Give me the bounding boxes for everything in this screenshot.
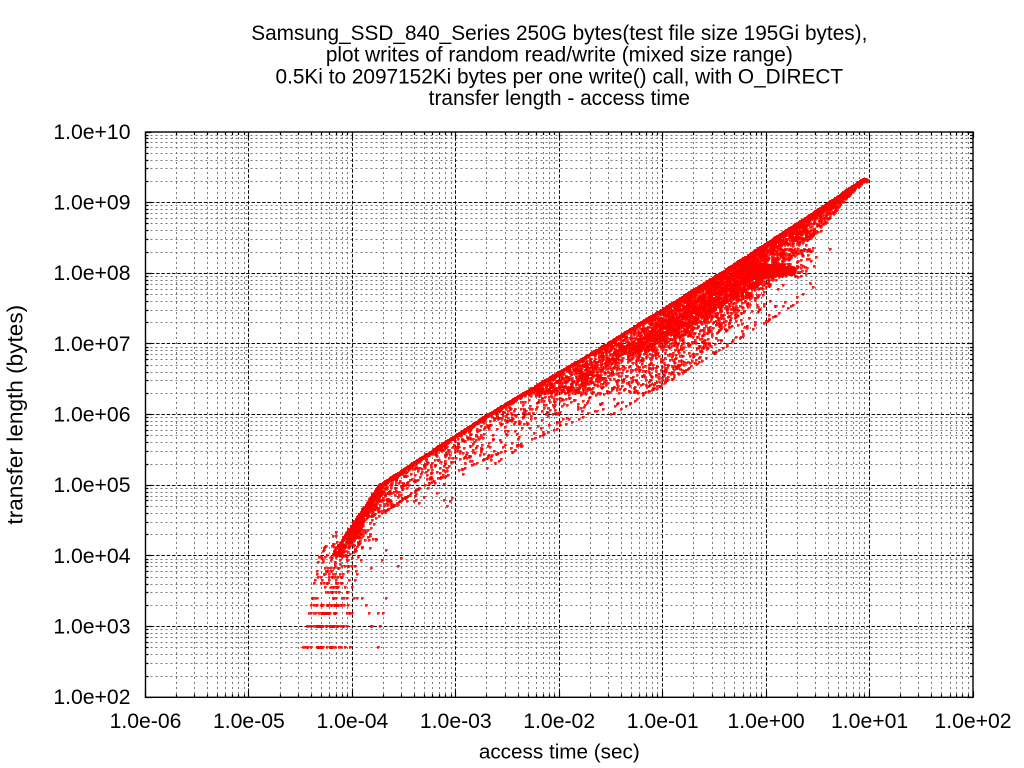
svg-text:1.0e+02: 1.0e+02 bbox=[53, 686, 130, 709]
svg-text:1.0e-03: 1.0e-03 bbox=[420, 710, 492, 733]
svg-text:1.0e+05: 1.0e+05 bbox=[53, 474, 130, 497]
svg-text:1.0e+08: 1.0e+08 bbox=[53, 262, 130, 285]
svg-text:1.0e-02: 1.0e-02 bbox=[523, 710, 595, 733]
svg-text:transfer length - access time: transfer length - access time bbox=[429, 87, 690, 110]
svg-text:access time (sec): access time (sec) bbox=[479, 741, 640, 764]
svg-text:1.0e-04: 1.0e-04 bbox=[316, 710, 388, 733]
svg-text:Samsung_SSD_840_Series 250G by: Samsung_SSD_840_Series 250G bytes(test f… bbox=[251, 22, 867, 45]
svg-text:1.0e+06: 1.0e+06 bbox=[53, 404, 130, 427]
svg-text:plot writes of random read/wri: plot writes of random read/write (mixed … bbox=[326, 44, 793, 67]
svg-text:1.0e+10: 1.0e+10 bbox=[53, 121, 130, 144]
svg-text:1.0e+09: 1.0e+09 bbox=[53, 192, 130, 215]
svg-text:transfer length (bytes): transfer length (bytes) bbox=[2, 305, 27, 525]
svg-text:1.0e+07: 1.0e+07 bbox=[53, 333, 130, 356]
svg-text:1.0e+04: 1.0e+04 bbox=[53, 545, 130, 568]
svg-text:1.0e-01: 1.0e-01 bbox=[627, 710, 699, 733]
svg-text:1.0e+02: 1.0e+02 bbox=[934, 710, 1011, 733]
svg-text:0.5Ki to 2097152Ki bytes per o: 0.5Ki to 2097152Ki bytes per one write()… bbox=[276, 65, 844, 88]
svg-text:1.0e+03: 1.0e+03 bbox=[53, 616, 130, 639]
svg-text:1.0e-06: 1.0e-06 bbox=[110, 710, 182, 733]
svg-text:1.0e-05: 1.0e-05 bbox=[213, 710, 285, 733]
svg-text:1.0e+01: 1.0e+01 bbox=[831, 710, 908, 733]
svg-text:1.0e+00: 1.0e+00 bbox=[728, 710, 805, 733]
